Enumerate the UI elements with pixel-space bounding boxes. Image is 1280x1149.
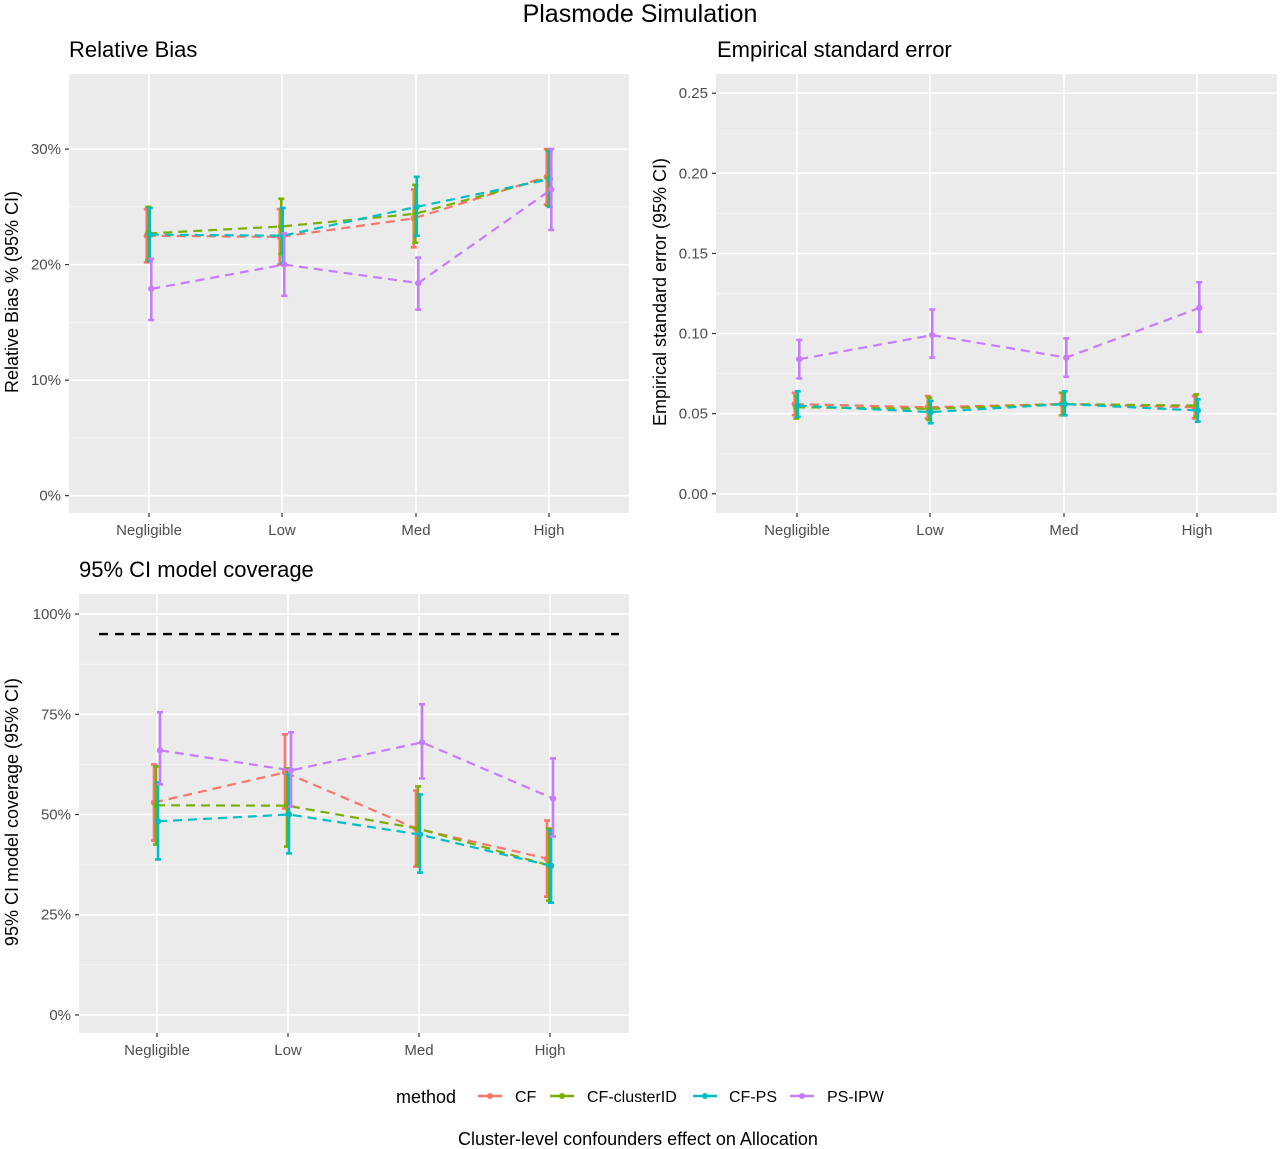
- data-point: [146, 231, 153, 238]
- y-tick-label: 0.05: [679, 406, 708, 423]
- data-point: [154, 818, 162, 825]
- legend-key-cf-ps: CF-PS: [693, 1089, 777, 1106]
- legend-label-cf-clusterid: CF-clusterID: [587, 1089, 677, 1106]
- data-point: [285, 811, 293, 818]
- x-tick-label: High: [535, 1042, 566, 1059]
- legend-label-cf-ps: CF-PS: [729, 1089, 777, 1106]
- x-tick-label: High: [1182, 522, 1213, 539]
- x-tick-label: Negligible: [124, 1042, 190, 1059]
- relative-bias-panel: Relative Bias Relative Bias % (95% CI) 0…: [2, 37, 629, 539]
- y-tick-label: 0.10: [679, 326, 708, 343]
- shared-xlabel: Cluster-level confounders effect on Allo…: [458, 1129, 818, 1149]
- x-tick-label: High: [534, 522, 565, 539]
- x-tick-label: Low: [268, 522, 296, 539]
- data-point: [287, 767, 295, 774]
- data-point: [548, 186, 555, 193]
- series-line: [799, 306, 1200, 361]
- plot-background: [69, 74, 629, 513]
- x-tick-label: Med: [1049, 522, 1078, 539]
- y-tick-label: 0.20: [679, 165, 708, 182]
- data-point: [148, 285, 155, 293]
- series-line: [146, 175, 548, 238]
- series-ps-ipw: [148, 147, 555, 322]
- series-cf-clusterid: [152, 765, 553, 902]
- legend-label-cf: CF: [515, 1089, 537, 1106]
- series-line: [149, 178, 550, 237]
- coverage-ylabel: 95% CI model coverage (95% CI): [2, 678, 22, 946]
- data-point: [547, 862, 555, 870]
- data-point: [416, 831, 424, 838]
- series-line: [148, 176, 549, 235]
- legend-key-ps-ipw: PS-IPW: [790, 1089, 885, 1106]
- y-tick-label: 0%: [39, 488, 61, 505]
- y-tick-label: 0.00: [679, 486, 708, 503]
- plot-background: [79, 594, 629, 1033]
- x-tick-label: Negligible: [116, 522, 182, 539]
- y-tick-label: 50%: [41, 807, 71, 824]
- x-tick-label: Low: [916, 522, 944, 539]
- y-tick-label: 10%: [31, 372, 61, 389]
- data-point: [415, 279, 422, 287]
- series-ps-ipw: [796, 280, 1203, 380]
- gridlines: [716, 74, 1277, 513]
- coverage-title: 95% CI model coverage: [79, 557, 314, 582]
- series-cf-ps: [794, 389, 1201, 425]
- figure-title: Plasmode Simulation: [523, 0, 758, 28]
- coverage-panel: 95% CI model coverage 95% CI model cover…: [2, 557, 629, 1059]
- legend: method CF CF-clusterID CF-PS PS-IPW: [396, 1087, 885, 1107]
- data-point: [549, 795, 557, 802]
- x-tick-label: Med: [404, 1042, 433, 1059]
- data-point: [927, 408, 934, 416]
- data-point: [796, 355, 803, 363]
- x-tick-label: Med: [401, 522, 430, 539]
- data-point: [929, 331, 936, 339]
- x-tick-label: Low: [274, 1042, 302, 1059]
- y-tick-label: 25%: [41, 907, 71, 924]
- series-line: [797, 402, 1198, 414]
- y-tick-label: 100%: [33, 606, 71, 623]
- y-tick-label: 20%: [31, 257, 61, 274]
- data-point: [418, 739, 426, 746]
- y-tick-label: 0%: [49, 1007, 71, 1024]
- data-point: [1061, 400, 1068, 408]
- series-line: [155, 804, 550, 867]
- y-tick-label: 75%: [41, 706, 71, 723]
- data-point: [1063, 354, 1070, 361]
- empirical-se-panel: Empirical standard error Empirical stand…: [650, 37, 1277, 539]
- y-tick-label: 0.15: [679, 245, 708, 262]
- series-ps-ipw: [156, 702, 557, 838]
- series-line: [159, 741, 554, 800]
- data-point: [413, 203, 420, 211]
- empirical-se-title: Empirical standard error: [717, 37, 952, 62]
- empirical-se-ylabel: Empirical standard error (95% CI): [650, 158, 670, 426]
- legend-key-cf: CF: [478, 1089, 537, 1106]
- legend-label-ps-ipw: PS-IPW: [827, 1089, 885, 1106]
- legend-key-cf-clusterid: CF-clusterID: [550, 1089, 677, 1106]
- relative-bias-ylabel: Relative Bias % (95% CI): [2, 191, 22, 393]
- gridlines: [69, 74, 629, 513]
- data-point: [1194, 407, 1201, 414]
- series-line: [157, 813, 552, 867]
- y-tick-label: 0.25: [679, 85, 708, 102]
- data-point: [156, 747, 164, 754]
- data-point: [281, 261, 288, 268]
- data-point: [1196, 304, 1203, 312]
- relative-bias-title: Relative Bias: [69, 37, 197, 62]
- y-tick-label: 30%: [31, 141, 61, 158]
- series-line: [153, 771, 548, 860]
- x-tick-label: Negligible: [764, 522, 830, 539]
- data-point: [794, 402, 801, 409]
- series-cf-ps: [154, 773, 555, 905]
- series-line: [151, 188, 552, 290]
- legend-title: method: [396, 1087, 456, 1107]
